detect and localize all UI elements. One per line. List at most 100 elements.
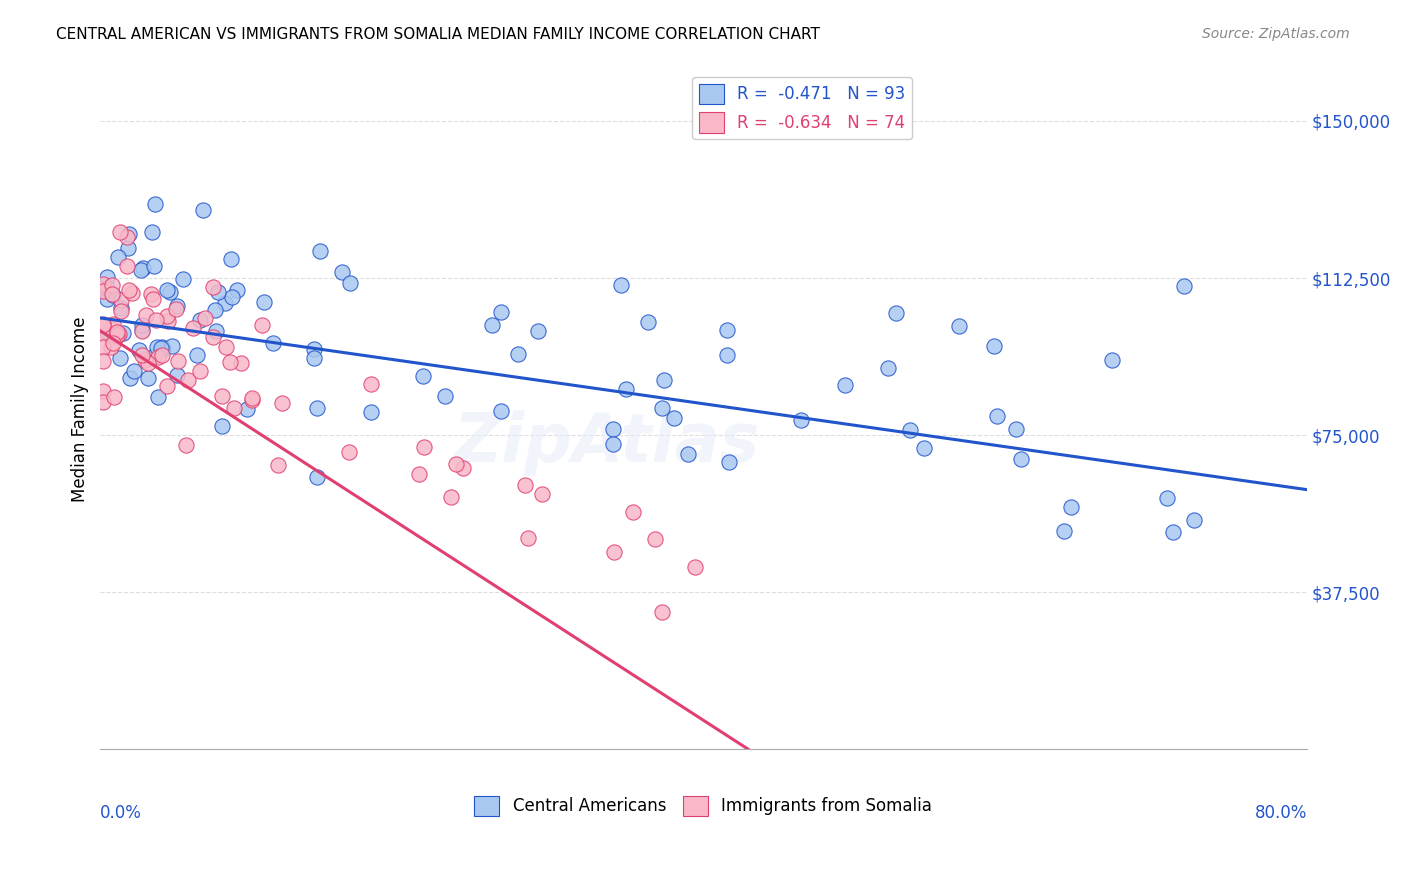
Point	[166, 299, 188, 313]
Point	[717, 454, 740, 468]
Point	[110, 351, 132, 365]
Point	[1010, 451, 1032, 466]
Point	[644, 533, 666, 547]
Point	[143, 197, 166, 211]
Point	[489, 304, 512, 318]
Point	[1156, 491, 1178, 506]
Point	[253, 294, 276, 309]
Point	[110, 293, 132, 307]
Point	[602, 421, 624, 435]
Point	[1161, 525, 1184, 540]
Point	[156, 314, 179, 328]
Point	[91, 384, 114, 399]
Point	[156, 309, 179, 323]
Point	[240, 391, 263, 405]
Point	[886, 306, 908, 320]
Point	[117, 259, 139, 273]
Point	[1182, 513, 1205, 527]
Point	[651, 605, 673, 619]
Point	[101, 277, 124, 292]
Point	[219, 252, 242, 267]
Point	[1005, 422, 1028, 436]
Point	[603, 545, 626, 559]
Point	[91, 340, 114, 354]
Point	[131, 318, 153, 333]
Point	[108, 225, 131, 239]
Point	[360, 377, 382, 392]
Point	[716, 323, 738, 337]
Point	[513, 478, 536, 492]
Point	[115, 230, 138, 244]
Point	[191, 202, 214, 217]
Point	[790, 413, 813, 427]
Point	[202, 279, 225, 293]
Point	[360, 405, 382, 419]
Point	[136, 356, 159, 370]
Point	[166, 368, 188, 383]
Point	[131, 323, 153, 337]
Point	[252, 318, 274, 333]
Point	[207, 285, 229, 299]
Point	[302, 342, 325, 356]
Point	[308, 244, 330, 258]
Point	[91, 285, 114, 299]
Point	[131, 324, 153, 338]
Point	[128, 343, 150, 358]
Point	[167, 353, 190, 368]
Point	[614, 382, 637, 396]
Point	[91, 318, 114, 333]
Point	[91, 353, 114, 368]
Point	[121, 286, 143, 301]
Point	[986, 409, 1008, 423]
Point	[148, 390, 170, 404]
Point	[440, 490, 463, 504]
Point	[183, 320, 205, 334]
Point	[307, 470, 329, 484]
Point	[103, 391, 125, 405]
Point	[141, 225, 163, 239]
Point	[134, 352, 156, 367]
Point	[412, 440, 434, 454]
Point	[145, 340, 167, 354]
Point	[129, 263, 152, 277]
Point	[188, 313, 211, 327]
Text: CENTRAL AMERICAN VS IMMIGRANTS FROM SOMALIA MEDIAN FAMILY INCOME CORRELATION CHA: CENTRAL AMERICAN VS IMMIGRANTS FROM SOMA…	[56, 27, 820, 42]
Point	[229, 356, 252, 370]
Point	[531, 487, 554, 501]
Point	[339, 277, 361, 291]
Point	[141, 286, 163, 301]
Point	[491, 404, 513, 418]
Point	[637, 315, 659, 329]
Point	[96, 270, 118, 285]
Point	[107, 251, 129, 265]
Point	[506, 347, 529, 361]
Point	[136, 371, 159, 385]
Point	[91, 277, 114, 291]
Point	[110, 304, 132, 318]
Point	[211, 389, 233, 403]
Point	[159, 285, 181, 299]
Point	[610, 277, 633, 292]
Point	[101, 335, 124, 350]
Point	[105, 328, 128, 343]
Point	[408, 467, 430, 482]
Point	[1053, 524, 1076, 539]
Point	[120, 371, 142, 385]
Point	[621, 505, 644, 519]
Point	[108, 326, 131, 341]
Point	[337, 445, 360, 459]
Point	[165, 301, 187, 316]
Point	[266, 458, 288, 472]
Point	[110, 301, 132, 316]
Point	[91, 317, 114, 331]
Point	[221, 290, 243, 304]
Point	[149, 341, 172, 355]
Point	[214, 295, 236, 310]
Point	[224, 401, 246, 416]
Point	[1173, 278, 1195, 293]
Point	[662, 411, 685, 425]
Point	[900, 423, 922, 437]
Point	[150, 340, 173, 354]
Point	[104, 330, 127, 344]
Point	[242, 392, 264, 407]
